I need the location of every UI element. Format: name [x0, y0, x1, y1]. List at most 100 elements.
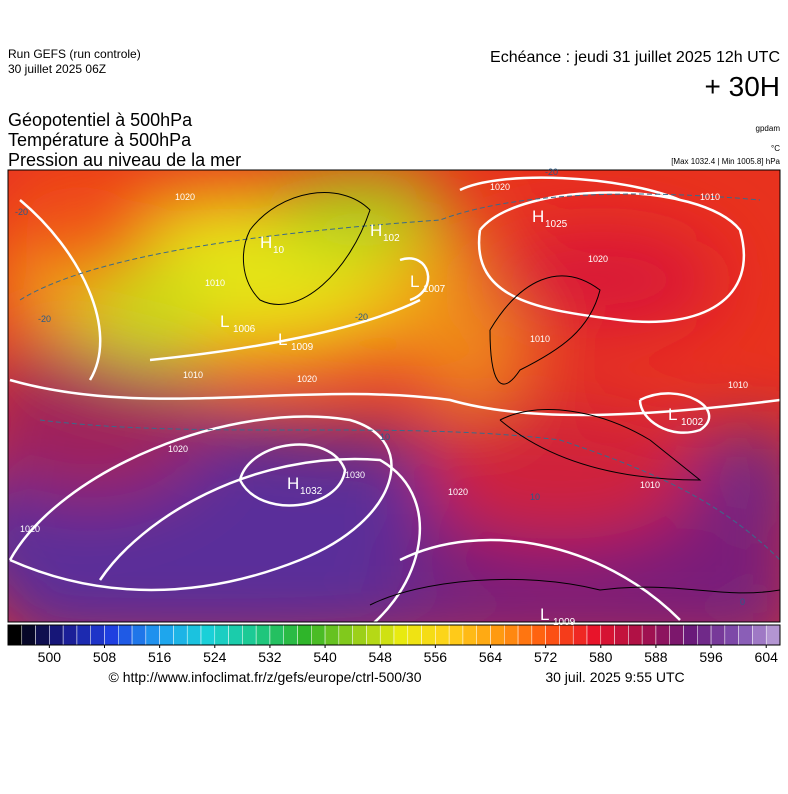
colorbar-tick-label: 580: [589, 649, 613, 665]
system-value: 102: [383, 233, 400, 244]
colorbar-swatch: [338, 624, 353, 646]
system-value: 1007: [423, 284, 446, 295]
title: Température à 500hPa: [8, 130, 192, 150]
isobar-label: 1010: [183, 370, 203, 380]
colorbar-swatch: [655, 624, 670, 646]
colorbar-swatch: [559, 624, 574, 646]
system-value: 1009: [291, 342, 314, 353]
system-letter: L: [668, 405, 677, 424]
colorbar-swatch: [324, 624, 340, 646]
colorbar-swatch: [490, 624, 505, 646]
colorbar-swatch: [366, 624, 381, 646]
colorbar-swatch: [614, 624, 629, 646]
map-frame: [7, 169, 781, 623]
isobar-label: 1020: [490, 182, 510, 192]
colorbar-tick-label: 516: [148, 649, 172, 665]
colorbar-swatch: [90, 624, 105, 646]
colorbar-swatch: [131, 624, 147, 646]
colorbar-tick-label: 508: [93, 649, 117, 665]
lead: + 30H: [705, 71, 781, 102]
colorbar: 500 508 516 524 532 540 548 556 564 572 580 588 596 6…: [7, 624, 781, 665]
colorbar-swatch: [145, 624, 160, 646]
pressure-system: L 1009: [278, 330, 314, 353]
source: © http://www.infoclimat.fr/z/gefs/europe…: [108, 669, 421, 685]
run: Run GEFS (run controle): [8, 47, 141, 61]
colorbar-swatch: [586, 624, 602, 646]
system-letter: H: [532, 207, 544, 226]
colorbar-frame: [7, 624, 781, 646]
pressure-system: L 1007: [410, 272, 446, 295]
colorbar-swatch: [628, 624, 643, 646]
title: Pression au niveau de la mer: [8, 150, 241, 170]
pressure-system: L 1002: [668, 405, 704, 428]
system-letter: L: [410, 272, 419, 291]
unit: [Max 1032.4 | Min 1005.8] hPa: [671, 157, 780, 166]
isobar-label: 1020: [20, 524, 40, 534]
colorbar-swatch: [35, 624, 50, 646]
colorbar-swatch: [297, 624, 312, 646]
temp-label: -20: [545, 167, 558, 177]
colorbar-swatch: [517, 624, 533, 646]
colorbar-swatch: [669, 624, 684, 646]
colorbar-swatch: [173, 624, 188, 646]
pressure-system: H 10: [260, 233, 285, 256]
isobar-label: 1020: [175, 192, 195, 202]
colorbar-tick-label: 548: [369, 649, 393, 665]
temp-label: -20: [15, 207, 28, 217]
system-letter: L: [540, 605, 549, 624]
temp-label: 10: [380, 432, 390, 442]
colorbar-tick-label: 532: [258, 649, 282, 665]
colorbar-swatch: [421, 624, 436, 646]
colorbar-swatch: [242, 624, 257, 646]
valid: Echéance : jeudi 31 juillet 2025 12h UTC: [490, 49, 780, 66]
colorbar-swatch: [186, 624, 202, 646]
colorbar-swatch: [49, 624, 64, 646]
system-value: 1009: [553, 617, 576, 628]
colorbar-tick-label: 564: [479, 649, 503, 665]
system-letter: H: [260, 233, 272, 252]
colorbar-tick-label: 588: [644, 649, 668, 665]
colorbar-swatch: [738, 624, 753, 646]
colorbar-swatch: [752, 624, 767, 646]
system-letter: L: [278, 330, 287, 349]
isobar-label: 1020: [168, 444, 188, 454]
temp-label: 0: [740, 597, 745, 607]
system-value: 1032: [300, 486, 323, 497]
isobar-label: 1010: [640, 480, 660, 490]
colorbar-swatch: [21, 624, 36, 646]
colorbar-tick-label: 604: [755, 649, 779, 665]
colorbar-swatch: [283, 624, 298, 646]
colorbar-swatch: [76, 624, 91, 646]
temp-label: -20: [38, 314, 51, 324]
colorbar-swatch: [118, 624, 133, 646]
colorbar-swatch: [572, 624, 588, 646]
isobar-label: 1020: [448, 487, 468, 497]
colorbar-swatch: [435, 624, 450, 646]
pressure-system: L 1006: [220, 312, 256, 335]
colorbar-swatch: [724, 624, 739, 646]
pressure-system: H 1025: [532, 207, 568, 230]
colorbar-swatch: [311, 624, 326, 646]
system-value: 1002: [681, 417, 704, 428]
isobar-label: 1020: [297, 374, 317, 384]
pressure-system: H 102: [370, 221, 400, 244]
colorbar-swatch: [200, 624, 216, 646]
temp-label: 10: [530, 492, 540, 502]
colorbar-swatch: [255, 624, 271, 646]
colorbar-swatch: [600, 624, 615, 646]
colorbar-swatch: [379, 624, 395, 646]
colorbar-swatch: [683, 624, 698, 646]
colorbar-swatch: [710, 624, 726, 646]
system-letter: L: [220, 312, 229, 331]
colorbar-swatch: [228, 624, 243, 646]
colorbar-swatch: [214, 624, 229, 646]
unit: °C: [771, 144, 780, 153]
isobar-label: 1010: [728, 380, 748, 390]
system-value: 10: [273, 245, 285, 256]
colorbar-swatch: [104, 624, 119, 646]
colorbar-swatch: [545, 624, 560, 646]
system-value: 1025: [545, 219, 568, 230]
colorbar-swatch: [504, 624, 519, 646]
colorbar-tick-label: 596: [699, 649, 723, 665]
